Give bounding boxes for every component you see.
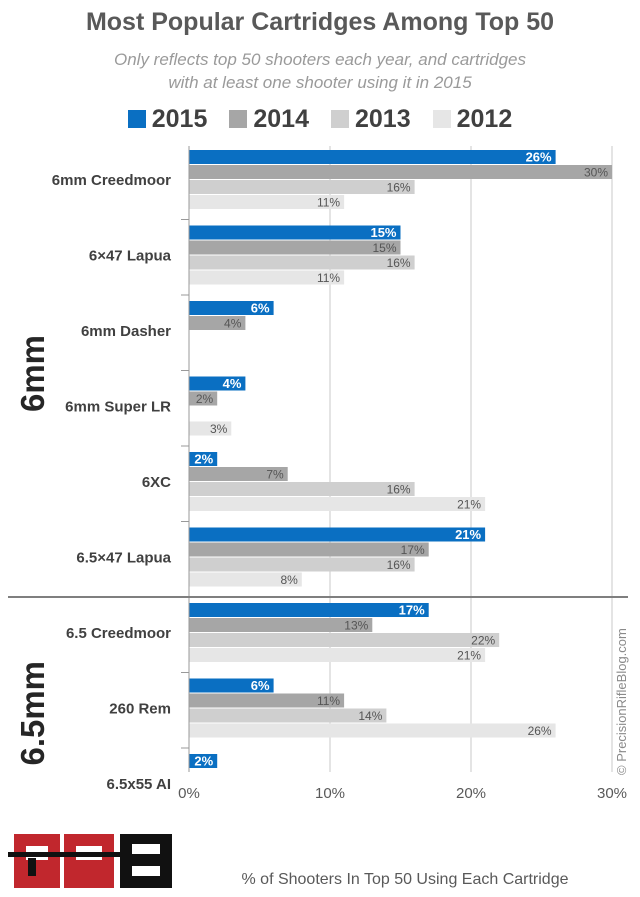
bar-2015-2 [189,301,274,315]
data-label-2015-2: 6% [251,301,270,316]
bar-2015-7 [189,678,274,693]
data-label-2015-1: 15% [370,225,396,240]
bar-2013-7 [189,708,387,723]
category-label-2: 6mm Dasher [81,323,171,340]
x-tick-label-3: 30% [597,785,627,802]
bar-2015-3 [189,376,246,391]
bar-2012-1 [189,270,345,285]
group-label-6-5mm: 6.5mm [14,661,51,766]
legend-swatch-2015 [127,110,146,128]
category-label-6: 6.5 Creedmoor [66,625,171,642]
data-label-2013-7: 14% [358,709,382,723]
bar-2014-4 [189,467,288,481]
legend-item-2012: 2012 [432,104,513,134]
x-tick-label-1: 10% [315,785,345,802]
data-label-2012-7: 26% [528,724,552,738]
bar-2013-4 [189,482,415,496]
bar-2012-4 [189,497,486,511]
bar-2015-5 [189,527,486,542]
data-label-2015-3: 4% [223,376,242,391]
data-label-2014-2: 4% [224,317,242,331]
category-label-4: 6XC [142,474,171,491]
category-label-3: 6mm Super LR [65,399,171,416]
prb-logo [8,834,172,888]
legend-label-2014: 2014 [253,104,309,133]
bar-2014-7 [189,693,345,708]
subtitle-line-1: Only reflects top 50 shooters each year,… [113,50,526,69]
legend-swatch-2014 [229,110,248,128]
data-label-2013-4: 16% [387,483,411,497]
data-label-2015-0: 26% [526,150,552,165]
bar-2015-6 [189,603,429,617]
x-axis-title: % of Shooters In Top 50 Using Each Cartr… [242,871,569,888]
bar-2015-0 [189,150,556,164]
chart-title: Most Popular Cartridges Among Top 50 [85,8,555,36]
bar-2012-7 [189,723,556,738]
watermark: © PrecisionRifleBlog.com [614,628,629,775]
bar-2014-1 [189,240,401,255]
bar-2014-2 [189,316,246,330]
bar-2015-4 [189,452,218,466]
data-label-2013-6: 22% [471,634,495,648]
bar-2015-1 [189,225,401,240]
data-label-2014-7: 11% [317,694,340,708]
subtitle-line-2: with at least one shooter using it in 20… [168,73,472,92]
bar-2012-3 [189,421,232,436]
data-label-2013-1: 16% [387,256,411,270]
bar-2013-5 [189,557,415,572]
data-label-2012-3: 3% [210,422,228,436]
data-label-2015-4: 2% [194,452,213,467]
data-label-2012-5: 8% [280,573,298,587]
x-tick-label-0: 0% [178,785,200,802]
data-label-2014-6: 13% [344,619,368,633]
data-label-2014-5: 17% [401,543,425,557]
data-label-2012-6: 21% [457,649,481,663]
data-label-2014-0: 30% [584,166,608,180]
legend-swatch-2012 [432,110,451,128]
data-label-2012-1: 11% [317,271,340,285]
legend-label-2015: 2015 [151,104,208,133]
bar-2013-0 [189,180,415,194]
data-label-2015-6: 17% [399,603,425,618]
category-label-0: 6mm Creedmoor [52,172,171,189]
data-label-2012-4: 21% [457,498,481,512]
bar-2014-0 [189,165,612,179]
data-label-2013-0: 16% [387,181,411,195]
bar-2013-6 [189,633,500,647]
data-label-2015-7: 6% [251,678,270,693]
bar-2013-1 [189,255,415,270]
bar-2012-0 [189,195,345,209]
legend-label-2013: 2013 [355,104,411,133]
data-label-2014-4: 7% [266,468,284,482]
data-label-2015-8: 2% [194,754,213,769]
legend-item-2015: 2015 [127,104,208,134]
legend-label-2012: 2012 [456,104,513,133]
x-tick-label-2: 20% [456,785,486,802]
bar-2015-8 [189,754,218,768]
category-label-8: 6.5x55 AI [107,776,172,793]
bar-2014-6 [189,618,373,632]
category-label-7: 260 Rem [109,701,171,718]
chart-legend: 2015 2014 2013 2012 [0,102,640,136]
bar-2012-6 [189,648,486,662]
data-label-2014-3: 2% [196,392,214,406]
data-label-2015-5: 21% [455,527,481,542]
group-label-6mm: 6mm [14,335,51,412]
data-label-2013-5: 16% [387,558,411,572]
legend-item-2013: 2013 [331,105,411,134]
category-label-1: 6×47 Lapua [89,248,172,265]
bar-2014-5 [189,542,429,557]
bar-2014-3 [189,391,218,406]
data-label-2014-1: 15% [372,241,396,255]
bar-2012-5 [189,572,302,587]
category-label-5: 6.5×47 Lapua [76,550,171,567]
data-label-2012-0: 11% [317,196,340,210]
legend-swatch-2013 [331,110,349,128]
chart-subtitle: Only reflects top 50 shooters each year,… [60,48,580,94]
legend-item-2014: 2014 [229,105,309,134]
